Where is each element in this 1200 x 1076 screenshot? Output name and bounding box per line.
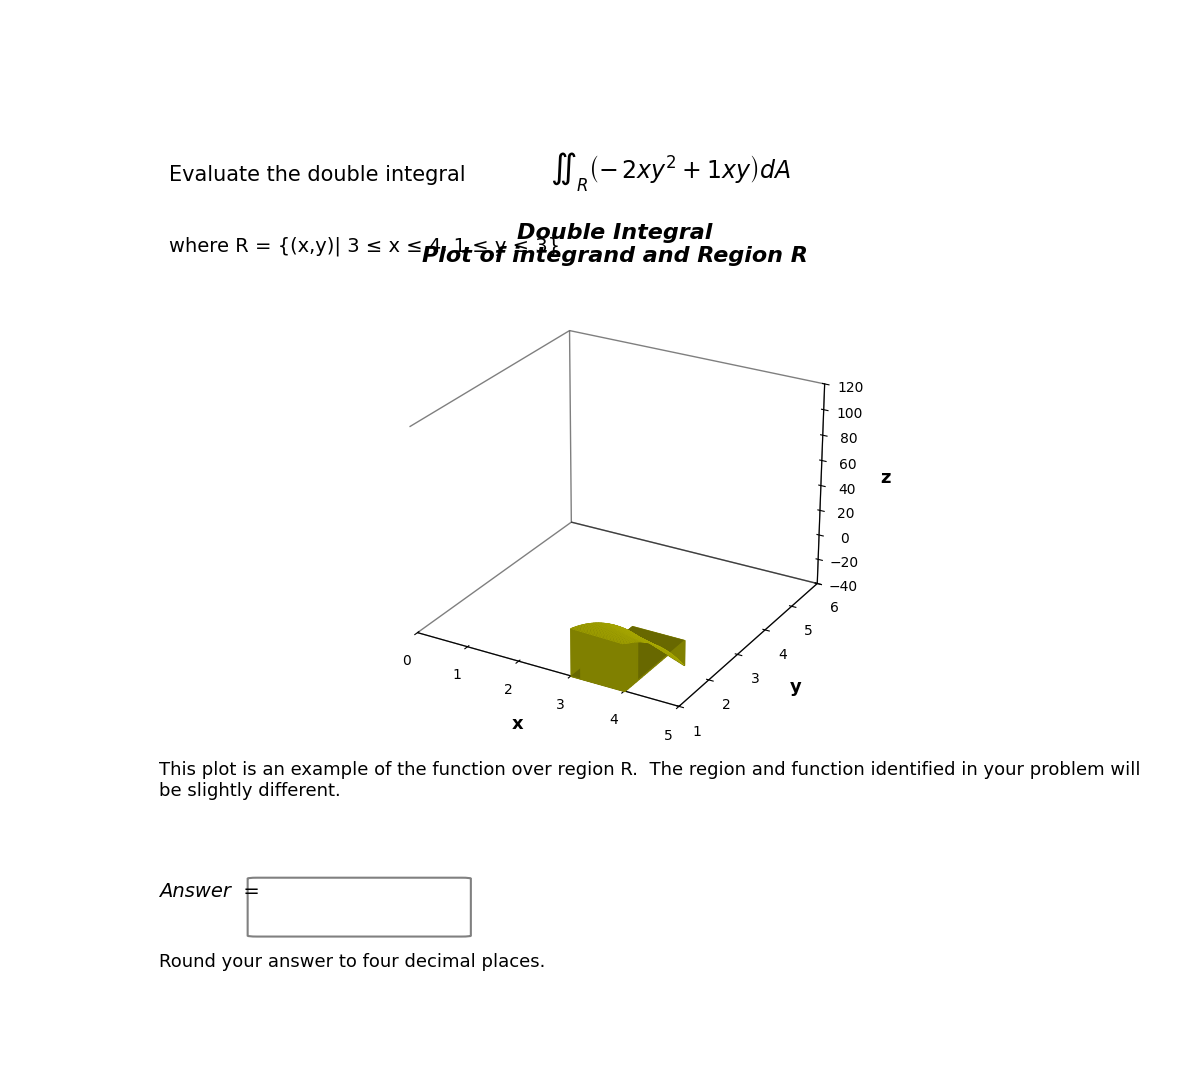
Text: Evaluate the double integral: Evaluate the double integral xyxy=(168,165,479,185)
X-axis label: x: x xyxy=(512,716,524,733)
FancyBboxPatch shape xyxy=(247,878,470,936)
Text: where R = {(x,y)| 3 ≤ x ≤ 4, 1 ≤ y ≤ 3}: where R = {(x,y)| 3 ≤ x ≤ 4, 1 ≤ y ≤ 3} xyxy=(168,237,559,256)
Text: $\iint_R \left(-\,2xy^2 + 1xy\right)dA$: $\iint_R \left(-\,2xy^2 + 1xy\right)dA$ xyxy=(550,151,791,195)
Text: Answer  =: Answer = xyxy=(160,882,260,902)
Title: Double Integral
Plot of integrand and Region R: Double Integral Plot of integrand and Re… xyxy=(422,223,808,266)
Text: This plot is an example of the function over region R.  The region and function : This plot is an example of the function … xyxy=(160,761,1141,799)
Text: Round your answer to four decimal places.: Round your answer to four decimal places… xyxy=(160,953,546,972)
Y-axis label: y: y xyxy=(790,678,802,696)
